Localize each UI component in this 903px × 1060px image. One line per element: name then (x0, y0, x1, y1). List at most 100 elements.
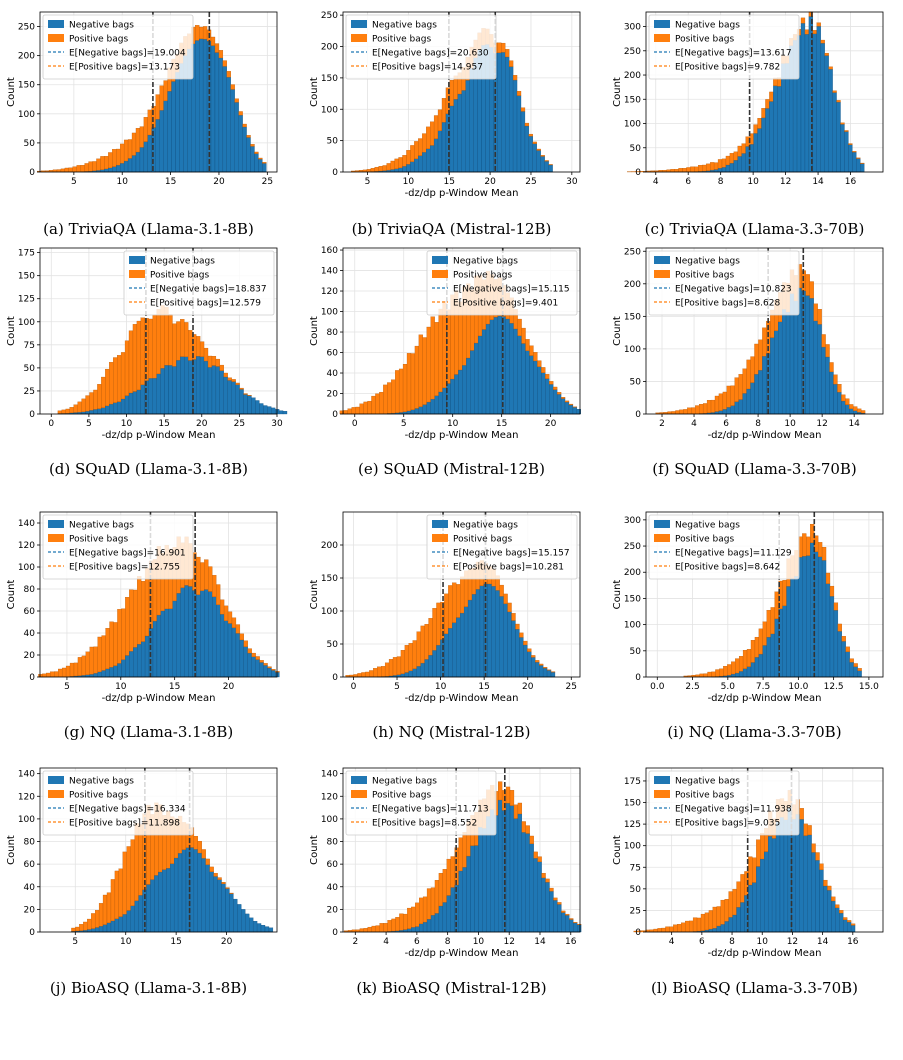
bar-positive (757, 118, 762, 129)
bar-positive (690, 166, 695, 172)
bar-negative (442, 902, 447, 933)
legend: Negative bags Positive bags E[Negative bag… (345, 770, 497, 836)
legend-swatch-negative (129, 256, 145, 264)
y-tick-label: 120 (18, 792, 35, 802)
bar-negative (168, 608, 173, 678)
bar-positive (541, 367, 546, 373)
bar-negative (497, 52, 502, 173)
bar-negative (837, 631, 842, 678)
bar-negative (125, 655, 130, 678)
bar-negative (227, 380, 232, 415)
bar-positive (243, 640, 248, 647)
bar-positive (827, 885, 832, 891)
bar-positive (746, 359, 751, 390)
bar-positive (77, 401, 82, 413)
bar-positive (438, 872, 444, 907)
bar-positive (692, 917, 698, 932)
bar-negative (229, 893, 234, 933)
bar-positive (565, 913, 570, 916)
bar-negative (212, 596, 217, 678)
bar-negative (513, 818, 519, 933)
bar-positive (81, 398, 86, 413)
legend: Negative bags Positive bags E[Negative bag… (42, 14, 194, 80)
bar-positive (521, 821, 526, 833)
bar-positive (130, 839, 135, 907)
bar-negative (553, 900, 558, 933)
bar-positive (131, 132, 137, 156)
legend-swatch-negative (432, 520, 448, 528)
legend-label-negative-mean: E[Negative bags]=20.630 (372, 49, 489, 59)
bar-positive (846, 920, 852, 923)
bar-negative (836, 101, 841, 173)
legend-label-negative-mean: E[Negative bags]=11.713 (372, 805, 489, 815)
bar-negative (708, 928, 713, 933)
x-tick-label: 20 (484, 177, 496, 187)
bar-negative (512, 79, 518, 173)
legend-swatch-negative (654, 256, 670, 264)
bar-positive (398, 157, 403, 169)
y-tick-label: 100 (624, 345, 641, 355)
bar-positive (670, 169, 675, 173)
bar-positive (85, 395, 90, 412)
bar-positive (737, 145, 742, 157)
y-tick-label: 60 (24, 607, 36, 617)
bar-positive (415, 902, 420, 927)
legend-label-positive: Positive bags (372, 35, 431, 45)
bar-positive (133, 589, 138, 648)
bar-positive (532, 141, 537, 144)
bar-positive (545, 878, 550, 883)
bar-positive (116, 355, 122, 402)
bar-negative (754, 657, 760, 678)
y-axis-label: Count (309, 316, 320, 346)
bar-negative (746, 666, 752, 678)
bar-positive (462, 832, 467, 868)
bar-negative (461, 90, 466, 173)
bar-positive (446, 858, 451, 896)
bar-positive (412, 640, 417, 669)
bar-negative (529, 843, 534, 933)
bar-negative (771, 838, 777, 933)
bar-negative (453, 99, 458, 173)
bar-negative (127, 158, 133, 173)
bar-negative (853, 410, 858, 415)
bar-negative (412, 668, 417, 678)
bar-negative (263, 405, 268, 415)
y-tick-label: 75 (24, 341, 35, 351)
y-tick-label: 80 (24, 585, 36, 595)
bar-positive (860, 162, 865, 164)
bar-positive (774, 591, 779, 620)
bar-positive (357, 673, 362, 678)
y-tick-label: 80 (327, 838, 339, 848)
bar-positive (100, 156, 105, 170)
bar-negative (466, 855, 471, 933)
bar-negative (394, 168, 399, 173)
x-tick-label: 30 (566, 177, 578, 187)
bar-positive (58, 668, 63, 677)
x-tick-label: 16 (847, 937, 859, 947)
legend: Negative bags Positive bags E[Negative bag… (648, 250, 800, 316)
bar-positive (112, 149, 117, 167)
bar-positive (754, 343, 759, 375)
bar-positive (561, 910, 566, 913)
bar-negative (800, 23, 806, 173)
x-axis-label: -dz/dp p-Window Mean (405, 188, 519, 199)
bar-negative (264, 926, 270, 933)
bar-positive (513, 804, 519, 819)
bar-negative (791, 818, 796, 933)
bar-negative (766, 636, 771, 678)
bar-negative (794, 575, 799, 678)
y-tick-label: 200 (624, 280, 641, 290)
y-tick-label: 50 (630, 377, 642, 387)
bar-negative (517, 813, 523, 933)
bar-positive (168, 314, 173, 366)
bar-negative (147, 134, 152, 173)
bar-negative (434, 395, 439, 415)
bar-negative (825, 356, 830, 415)
bar-positive (853, 406, 858, 411)
bar-positive (434, 322, 439, 396)
bar-negative (549, 384, 554, 415)
bar-positive (391, 379, 396, 414)
bar-positive (124, 340, 130, 396)
bar-positive (740, 874, 745, 903)
legend-label-negative-mean: E[Negative bags]=10.823 (675, 285, 792, 295)
